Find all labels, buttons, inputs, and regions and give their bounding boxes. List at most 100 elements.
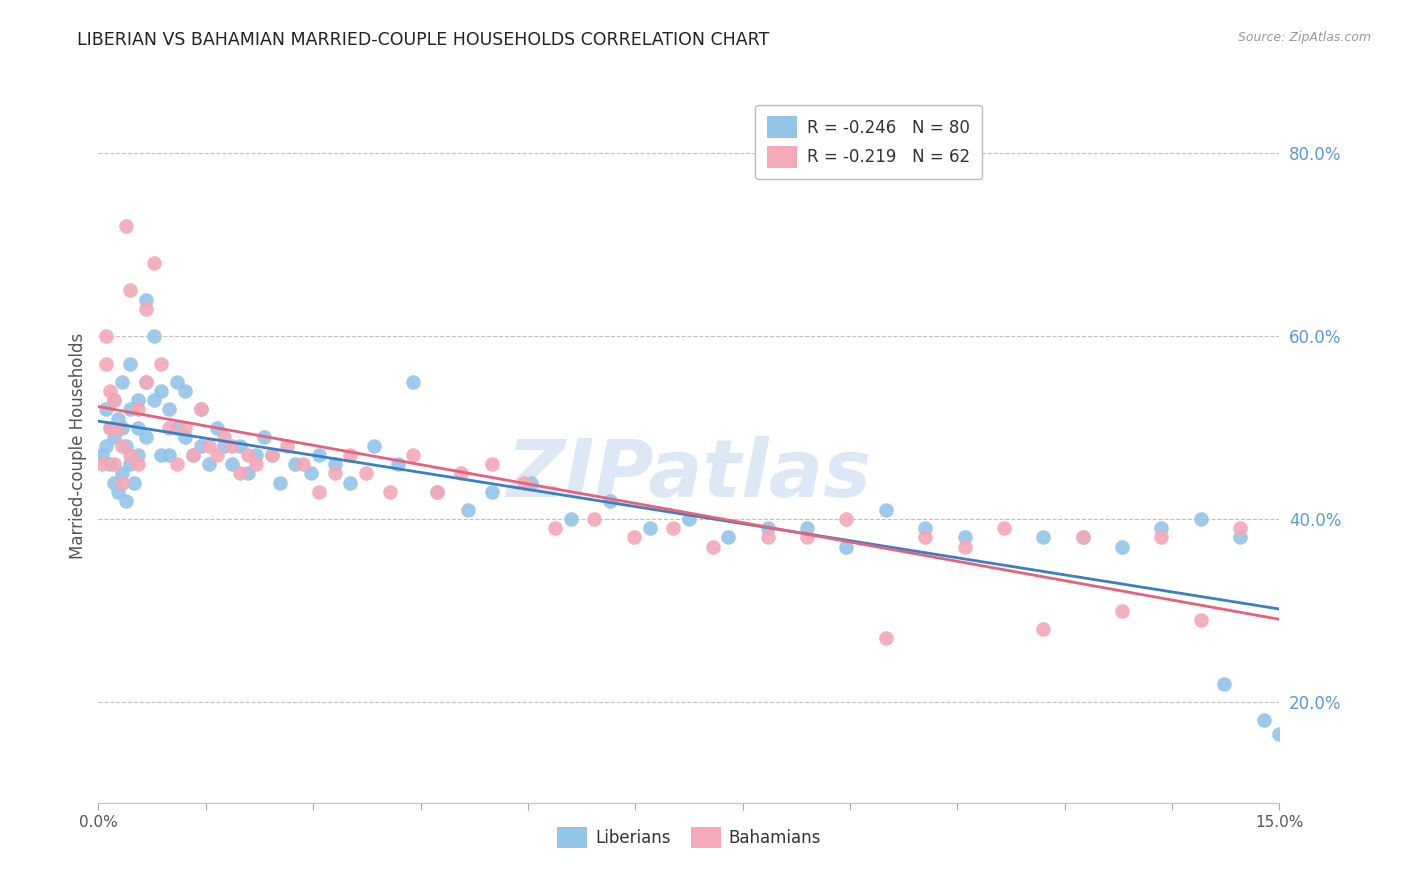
Point bbox=[363, 439, 385, 453]
Point bbox=[118, 402, 141, 417]
Point bbox=[174, 430, 197, 444]
Point bbox=[1189, 613, 1212, 627]
Point bbox=[229, 467, 252, 481]
Point bbox=[953, 540, 976, 554]
Point bbox=[150, 357, 173, 371]
Point bbox=[111, 375, 134, 389]
Point bbox=[103, 393, 125, 408]
Point bbox=[111, 420, 134, 434]
Point bbox=[245, 448, 267, 462]
Point bbox=[107, 411, 129, 425]
Point bbox=[111, 439, 134, 453]
Point bbox=[426, 484, 449, 499]
Point bbox=[150, 384, 173, 398]
Point bbox=[236, 467, 259, 481]
Point bbox=[107, 484, 129, 499]
Point bbox=[103, 475, 125, 490]
Point bbox=[98, 458, 121, 472]
Point bbox=[378, 484, 401, 499]
Point bbox=[756, 531, 779, 545]
Point bbox=[796, 521, 818, 535]
Point bbox=[1111, 604, 1133, 618]
Point bbox=[142, 393, 165, 408]
Point bbox=[520, 475, 543, 490]
Point bbox=[308, 448, 330, 462]
Point bbox=[426, 484, 449, 499]
Point bbox=[181, 448, 204, 462]
Point bbox=[457, 503, 479, 517]
Point bbox=[221, 439, 243, 453]
Point bbox=[339, 475, 361, 490]
Point bbox=[308, 484, 330, 499]
Point bbox=[127, 393, 149, 408]
Text: Source: ZipAtlas.com: Source: ZipAtlas.com bbox=[1237, 31, 1371, 45]
Point bbox=[512, 475, 534, 490]
Point bbox=[103, 458, 125, 472]
Point bbox=[1150, 531, 1173, 545]
Point bbox=[107, 420, 129, 434]
Point bbox=[1213, 677, 1236, 691]
Point bbox=[174, 420, 197, 434]
Point bbox=[98, 420, 121, 434]
Point bbox=[1253, 714, 1275, 728]
Point bbox=[157, 448, 180, 462]
Point bbox=[205, 420, 228, 434]
Point bbox=[190, 439, 212, 453]
Point bbox=[292, 458, 315, 472]
Point bbox=[118, 458, 141, 472]
Point bbox=[450, 467, 472, 481]
Point bbox=[914, 521, 936, 535]
Point bbox=[1189, 512, 1212, 526]
Point bbox=[166, 458, 188, 472]
Point bbox=[181, 448, 204, 462]
Point bbox=[115, 439, 138, 453]
Point bbox=[190, 402, 212, 417]
Point bbox=[638, 521, 661, 535]
Point bbox=[245, 458, 267, 472]
Point bbox=[402, 448, 425, 462]
Point bbox=[1150, 521, 1173, 535]
Point bbox=[142, 329, 165, 343]
Point bbox=[623, 531, 645, 545]
Point bbox=[91, 458, 114, 472]
Point bbox=[253, 430, 276, 444]
Point bbox=[115, 494, 138, 508]
Point bbox=[260, 448, 283, 462]
Point bbox=[98, 384, 121, 398]
Point bbox=[1071, 531, 1094, 545]
Point bbox=[354, 467, 377, 481]
Point bbox=[221, 458, 243, 472]
Point bbox=[135, 293, 157, 307]
Point bbox=[157, 420, 180, 434]
Point bbox=[135, 375, 157, 389]
Point bbox=[127, 420, 149, 434]
Point bbox=[197, 439, 219, 453]
Point bbox=[111, 475, 134, 490]
Point bbox=[127, 458, 149, 472]
Point bbox=[135, 375, 157, 389]
Point bbox=[835, 540, 858, 554]
Point bbox=[284, 458, 307, 472]
Legend: Liberians, Bahamians: Liberians, Bahamians bbox=[550, 821, 828, 855]
Point bbox=[544, 521, 567, 535]
Point bbox=[190, 402, 212, 417]
Point bbox=[96, 439, 118, 453]
Point bbox=[103, 430, 125, 444]
Point bbox=[115, 219, 138, 234]
Point bbox=[122, 475, 145, 490]
Point bbox=[96, 329, 118, 343]
Point bbox=[717, 531, 740, 545]
Point bbox=[260, 448, 283, 462]
Point bbox=[205, 448, 228, 462]
Y-axis label: Married-couple Households: Married-couple Households bbox=[69, 333, 87, 559]
Point bbox=[276, 439, 298, 453]
Point bbox=[1032, 622, 1054, 636]
Point bbox=[599, 494, 621, 508]
Point bbox=[1229, 521, 1251, 535]
Point bbox=[560, 512, 582, 526]
Point bbox=[229, 439, 252, 453]
Point bbox=[150, 448, 173, 462]
Point bbox=[96, 402, 118, 417]
Point bbox=[481, 458, 503, 472]
Point bbox=[1032, 531, 1054, 545]
